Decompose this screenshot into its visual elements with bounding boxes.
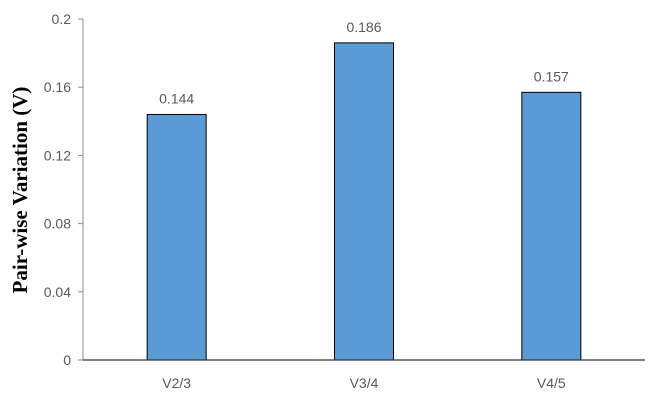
data-label: 0.157 [534, 68, 569, 84]
x-tick-label: V2/3 [162, 375, 191, 391]
y-tick-label: 0.16 [44, 79, 71, 95]
bar-V3/4 [334, 42, 394, 361]
y-tick-label: 0 [63, 352, 71, 368]
y-tick-label: 0.04 [44, 284, 71, 300]
y-axis-label: Pair-wise Variation (V) [8, 87, 32, 294]
data-label: 0.186 [346, 19, 381, 35]
y-tick-label: 0.08 [44, 216, 71, 232]
x-tick-label: V4/5 [537, 375, 566, 391]
y-tick-label: 0.12 [44, 147, 71, 163]
y-tick-label: 0.2 [52, 11, 72, 27]
x-tick-label: V3/4 [350, 375, 379, 391]
data-label: 0.144 [159, 90, 194, 106]
bar-V4/5 [521, 91, 582, 361]
bar-V2/3 [146, 113, 207, 361]
